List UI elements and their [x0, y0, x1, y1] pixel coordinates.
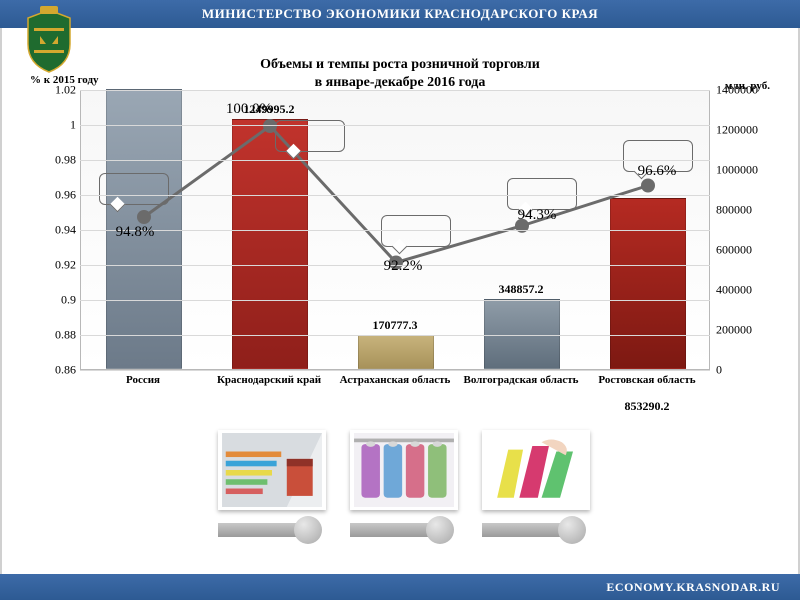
ytick-left: 1.02: [40, 83, 76, 98]
ytick-left: 0.92: [40, 258, 76, 273]
ministry-title: МИНИСТЕРСТВО ЭКОНОМИКИ КРАСНОДАРСКОГО КР…: [202, 6, 598, 22]
grid-line: [80, 370, 710, 371]
pct-label: 100.0%: [226, 101, 272, 118]
ytick-left: 0.94: [40, 223, 76, 238]
card-3-image: [482, 430, 590, 510]
card-2: [350, 430, 458, 537]
grid-line: [80, 300, 710, 301]
card-knob-icon: [426, 516, 454, 544]
chart-area: % к 2015 году млн. руб. 0.860.880.90.920…: [30, 90, 770, 400]
ytick-left: 0.96: [40, 188, 76, 203]
x-category: Краснодарский край: [199, 374, 339, 386]
card-knob-icon: [558, 516, 586, 544]
ytick-right: 800000: [716, 203, 774, 218]
ytick-left: 0.9: [40, 293, 76, 308]
grid-line: [80, 230, 710, 231]
emblem-icon: [20, 6, 78, 76]
grid-line: [80, 335, 710, 336]
callout-box: [507, 178, 577, 210]
grid-line: [80, 160, 710, 161]
card-knob-icon: [294, 516, 322, 544]
chart-title: Объемы и темпы роста розничной торговли …: [0, 56, 800, 92]
bottom-cards: [218, 430, 590, 537]
chart-title-line1: Объемы и темпы роста розничной торговли: [0, 56, 800, 74]
x-category: Ростовская область: [577, 374, 717, 386]
card-1-image: [218, 430, 326, 510]
footer-url: ECONOMY.KRASNODAR.RU: [606, 580, 780, 595]
ytick-right: 1200000: [716, 123, 774, 138]
x-category: Россия: [73, 374, 213, 386]
ytick-right: 600000: [716, 243, 774, 258]
grid-line: [80, 90, 710, 91]
x-category: Волгоградская область: [451, 374, 591, 386]
header-bar: МИНИСТЕРСТВО ЭКОНОМИКИ КРАСНОДАРСКОГО КР…: [0, 0, 800, 28]
ytick-right: 200000: [716, 323, 774, 338]
card-1-bar: [218, 523, 308, 537]
ytick-right: 1000000: [716, 163, 774, 178]
ytick-right: 400000: [716, 283, 774, 298]
footer-bar: ECONOMY.KRASNODAR.RU: [0, 574, 800, 600]
x-category: Астраханская область: [325, 374, 465, 386]
callout-box: [99, 173, 169, 205]
pct-label: 94.3%: [518, 207, 557, 224]
ytick-right: 1400000: [716, 83, 774, 98]
grid-line: [80, 125, 710, 126]
bar-value-label: 853290.2: [587, 399, 707, 414]
ytick-left: 0.98: [40, 153, 76, 168]
card-3-bar: [482, 523, 572, 537]
pct-label: 92.2%: [384, 258, 423, 275]
bar-value-label: 348857.2: [461, 282, 581, 297]
grid-line: [80, 195, 710, 196]
pct-label: 94.8%: [116, 224, 155, 241]
ytick-left: 0.88: [40, 328, 76, 343]
bar-value-label: 170777.3: [335, 318, 455, 333]
card-2-image: [350, 430, 458, 510]
card-1: [218, 430, 326, 537]
card-3: [482, 430, 590, 537]
ytick-left: 0.86: [40, 363, 76, 378]
pct-label: 96.6%: [638, 163, 677, 180]
ytick-left: 1: [40, 118, 76, 133]
card-2-bar: [350, 523, 440, 537]
ytick-right: 0: [716, 363, 774, 378]
